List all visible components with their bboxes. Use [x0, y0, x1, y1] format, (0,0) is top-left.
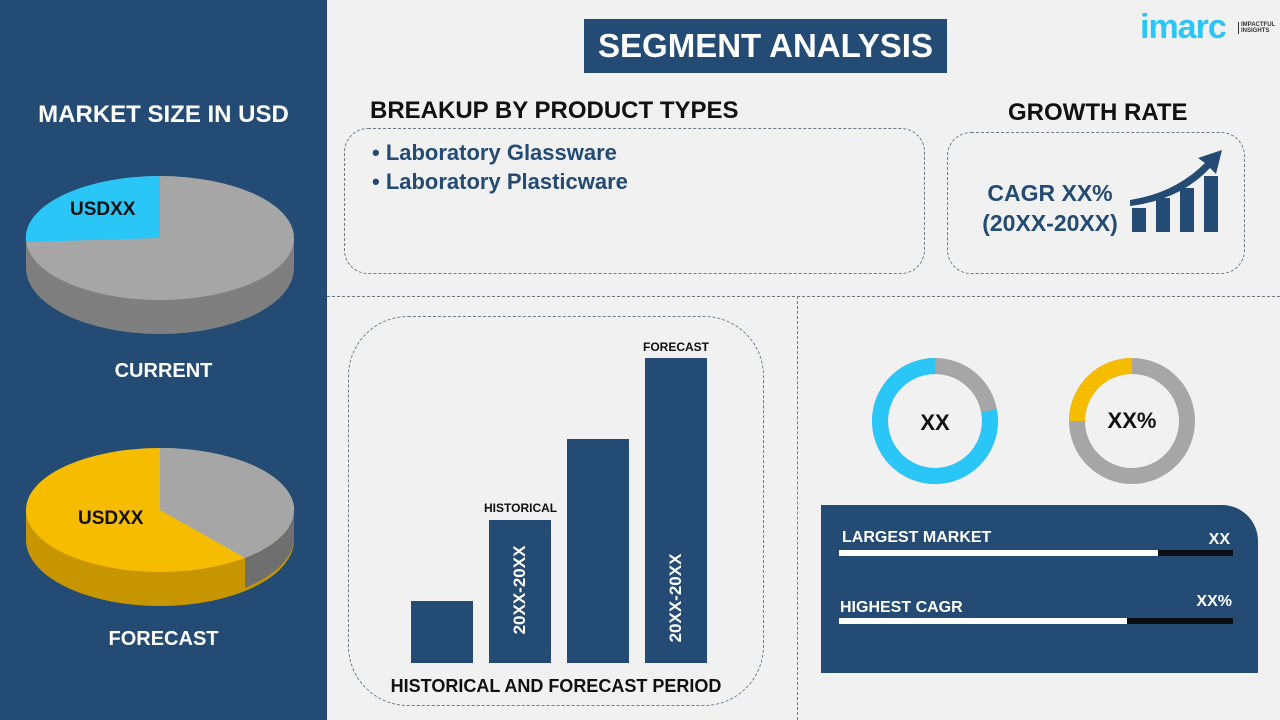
cagr-period: (20XX-20XX) [982, 210, 1118, 236]
donut-1-label: XX [920, 410, 950, 435]
forecast-pie [26, 447, 295, 606]
cagr-value: CAGR XX% [987, 180, 1113, 206]
divider [797, 296, 798, 720]
logo-tagline: IMPACTFUL INSIGHTS [1238, 22, 1278, 34]
stat-bar-track [839, 550, 1233, 556]
period-bar [567, 438, 629, 663]
logo: imarc [1140, 8, 1227, 46]
current-label: CURRENT [114, 360, 213, 382]
stat-value: XX [1208, 531, 1230, 548]
donut-1 [872, 358, 998, 484]
period-chart-title: HISTORICAL AND FORECAST PERIOD [390, 676, 722, 696]
forecast-period: 20XX-20XX [666, 553, 685, 643]
breakup-box [344, 128, 925, 274]
growth-heading: GROWTH RATE [1008, 99, 1188, 126]
page-title: SEGMENT ANALYSIS [584, 19, 947, 73]
stat-label: HIGHEST CAGR [840, 599, 963, 616]
historical-label: HISTORICAL [484, 501, 558, 515]
stat-label: LARGEST MARKET [842, 529, 992, 546]
stat-bar-fill [839, 618, 1127, 624]
donut-2 [1069, 358, 1195, 484]
historical-period: 20XX-20XX [510, 545, 529, 635]
period-bar [645, 358, 707, 663]
growth-box [947, 132, 1245, 274]
breakup-item: • Laboratory Glassware [372, 140, 617, 165]
current-value: USDXX [70, 199, 136, 220]
stat-value: XX% [1196, 593, 1232, 610]
current-share-slice [25, 175, 160, 242]
divider [327, 296, 1280, 297]
forecast-value: USDXX [78, 508, 144, 529]
breakup-item: • Laboratory Plasticware [372, 169, 628, 194]
stats-panel [821, 505, 1258, 673]
forecast-other-slice [160, 447, 295, 558]
stat-bar-fill [839, 550, 1159, 556]
stat-bar-track [839, 618, 1233, 624]
period-chart-box [348, 316, 764, 706]
breakup-heading: BREAKUP BY PRODUCT TYPES [370, 97, 739, 124]
current-pie [25, 175, 294, 334]
forecast-bar-label: FORECAST [643, 340, 709, 354]
forecast-label: FORECAST [108, 628, 219, 650]
market-size-heading: MARKET SIZE IN USD [38, 101, 289, 128]
growth-chart-arrow-icon [1130, 150, 1222, 232]
period-bar [411, 600, 473, 663]
donut-2-label: XX% [1107, 408, 1157, 433]
period-bar [489, 519, 551, 663]
